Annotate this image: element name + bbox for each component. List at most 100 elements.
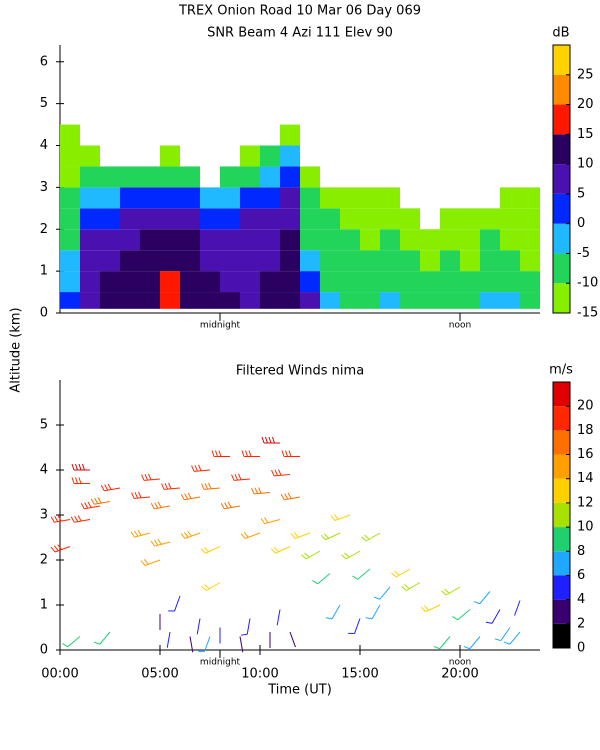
heat-cell <box>120 250 140 272</box>
colorbar-band <box>553 382 570 407</box>
heat-cell <box>340 208 360 230</box>
heat-cell <box>360 187 380 209</box>
heat-cell <box>340 229 360 251</box>
heat-cell <box>140 250 160 272</box>
heat-cell <box>460 229 480 251</box>
wind-barb <box>241 450 260 457</box>
heat-cell <box>200 292 220 309</box>
heat-cell <box>60 292 80 309</box>
wind-barb <box>271 469 291 477</box>
heat-cell <box>80 208 100 230</box>
wind-barb <box>150 501 171 510</box>
y-tick-label: 3 <box>40 508 48 523</box>
colorbar-band <box>553 551 570 576</box>
wind-barb <box>503 631 521 645</box>
heat-cell <box>480 250 500 272</box>
heat-cell <box>460 271 480 293</box>
colorbar-tick-label: -15 <box>577 306 598 321</box>
heat-cell <box>180 250 200 272</box>
colorbar-band <box>553 575 570 600</box>
heat-cell <box>500 271 520 293</box>
wind-barb <box>80 501 101 510</box>
heat-cell <box>340 292 360 309</box>
wind-barb <box>141 473 161 481</box>
wind-barb <box>463 636 481 650</box>
wind-barb <box>211 450 230 457</box>
wind-barb <box>198 636 211 653</box>
wind-barb <box>281 450 300 457</box>
heat-cell <box>260 208 280 230</box>
heat-cell <box>520 208 540 230</box>
colorbar-tick-label: 25 <box>577 67 594 82</box>
heat-cell <box>280 124 300 146</box>
heat-cell <box>220 271 240 293</box>
heat-cell <box>100 271 120 293</box>
heat-cell <box>420 250 440 272</box>
heat-cell <box>280 229 300 251</box>
heat-cell <box>160 229 180 251</box>
heat-cell <box>100 166 120 188</box>
chart-subtitle: SNR Beam 4 Azi 111 Elev 90 <box>207 26 393 41</box>
marker-label: midnight <box>200 658 241 668</box>
wind-barb <box>131 491 151 499</box>
heat-cell <box>340 250 360 272</box>
heat-cell <box>500 187 520 209</box>
heat-cell <box>320 292 340 309</box>
wind-barb <box>130 529 151 538</box>
heat-cell <box>220 229 240 251</box>
heat-cell <box>280 292 300 309</box>
colorbar-band <box>553 502 570 528</box>
heat-cell <box>300 166 320 188</box>
colorbar-band <box>553 478 570 503</box>
colorbar-tick-label: 16 <box>577 447 594 462</box>
heat-cell <box>60 166 80 188</box>
colorbar-frame <box>552 44 571 314</box>
heat-cell <box>140 271 160 293</box>
wind-barb <box>140 559 161 566</box>
wind-barb <box>473 591 491 605</box>
wind-barb <box>494 627 511 642</box>
wind-barb <box>261 436 280 444</box>
heat-cell <box>240 292 260 309</box>
wind-barb <box>100 483 121 492</box>
heat-cell <box>420 271 440 293</box>
x-tick-label: 05:00 <box>141 667 178 682</box>
colorbar-frame <box>552 381 571 649</box>
heat-cell <box>200 208 220 230</box>
heat-cell <box>160 208 180 230</box>
heat-cell <box>520 271 540 293</box>
heat-cell <box>500 250 520 272</box>
heat-cell <box>200 229 220 251</box>
marker-label: midnight <box>200 321 241 331</box>
heat-cell <box>180 292 200 309</box>
colorbar-band <box>553 406 570 431</box>
heat-cell <box>360 208 380 230</box>
heat-cell <box>120 229 140 251</box>
heat-cell <box>360 229 380 251</box>
heat-cell <box>160 145 180 167</box>
wind-barb <box>320 532 341 541</box>
heat-cell <box>480 208 500 230</box>
heat-cell <box>300 229 320 251</box>
heat-cell <box>140 208 160 230</box>
heat-cell <box>160 187 180 209</box>
wind-barb <box>276 609 281 626</box>
heat-cell <box>280 208 300 230</box>
heat-cell <box>380 271 400 293</box>
heat-cell <box>220 187 240 209</box>
heat-cell <box>460 208 480 230</box>
heat-cell <box>520 187 540 209</box>
heat-cell <box>240 250 260 272</box>
wind-barb <box>191 464 211 472</box>
heat-cell <box>240 271 260 293</box>
colorbar-label: m/s <box>549 363 573 378</box>
heat-cell <box>420 229 440 251</box>
heat-cell <box>320 271 340 293</box>
y-tick-label: 6 <box>40 54 48 69</box>
heat-cell <box>220 292 240 309</box>
colorbar-band <box>553 193 570 224</box>
heat-cell <box>100 187 120 209</box>
heat-cell <box>280 166 300 188</box>
heat-cell <box>220 208 240 230</box>
heat-cell <box>200 187 220 209</box>
